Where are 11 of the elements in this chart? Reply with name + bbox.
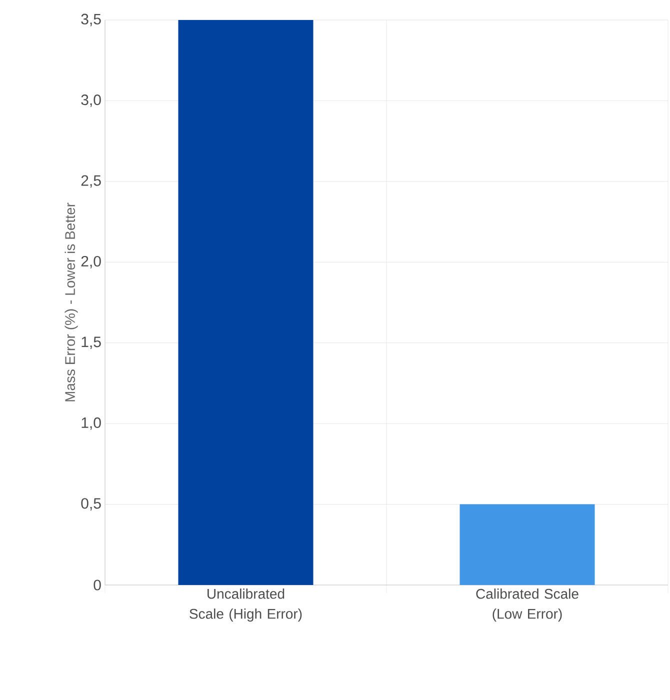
- y-tick-label: 2,0: [81, 256, 101, 268]
- y-tick-label: 0,5: [81, 498, 101, 510]
- y-axis-title: Mass Error (%) - Lower is Better: [64, 202, 78, 402]
- y-tick-label: 0: [94, 580, 101, 590]
- x-tick-label: Uncalibrated Scale (High Error): [190, 588, 302, 622]
- y-tick-label: 2,5: [81, 175, 101, 188]
- y-tick-label: 1,5: [82, 336, 101, 349]
- y-tick-label: 3,0: [81, 94, 101, 107]
- y-tick-label: 1,0: [82, 417, 101, 430]
- y-tick-label: 3,5: [81, 14, 101, 26]
- x-tick-label: Calibrated Scale (Low Error): [476, 588, 578, 622]
